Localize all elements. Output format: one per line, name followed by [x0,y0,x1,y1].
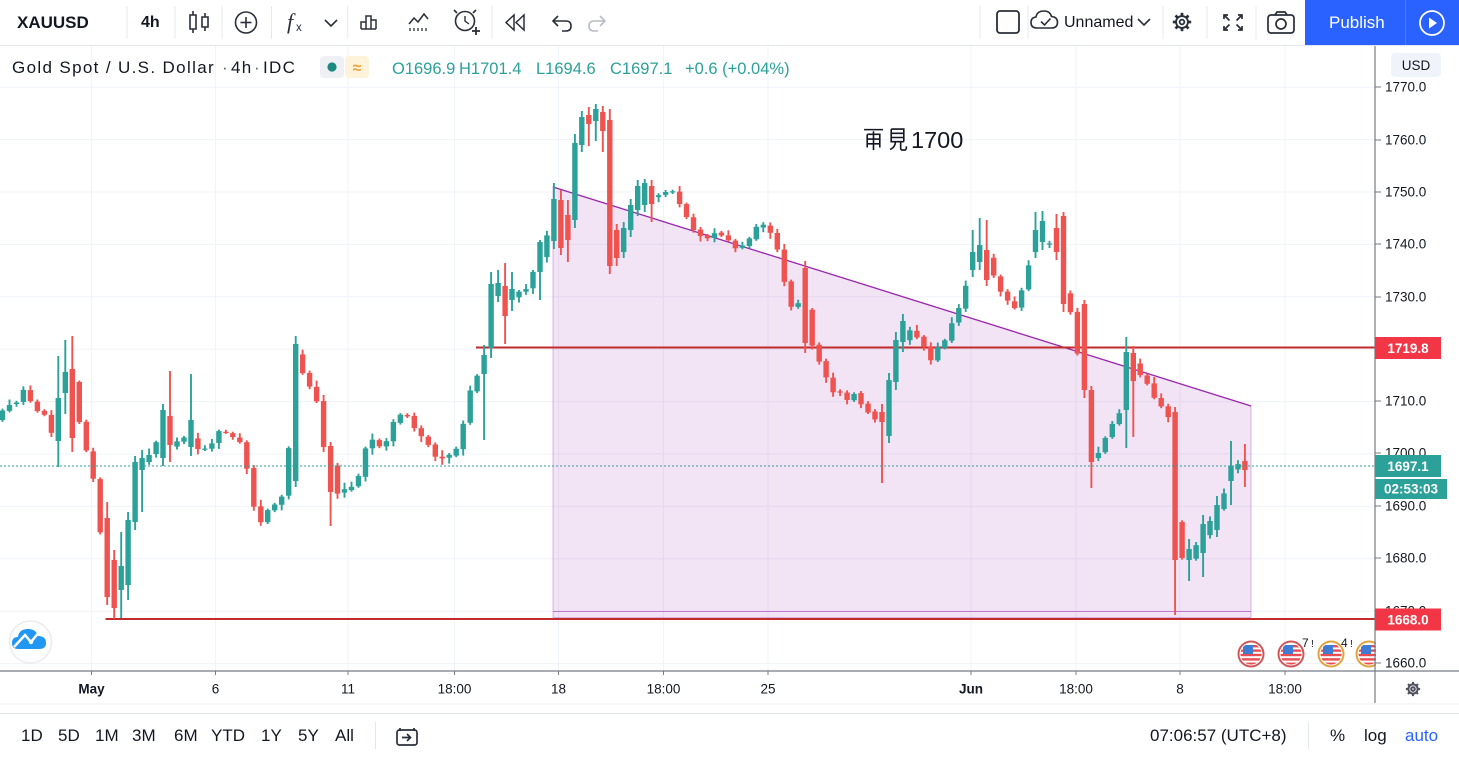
svg-text:4: 4 [1341,636,1348,650]
svg-text:18:00: 18:00 [1268,682,1302,697]
svg-text:!: ! [1350,639,1353,650]
svg-text:H1701.4: H1701.4 [459,60,521,78]
svg-text:1668.0: 1668.0 [1387,613,1428,628]
svg-text:Jun: Jun [959,682,983,697]
svg-text:11: 11 [341,682,355,697]
svg-text:7: 7 [1302,636,1309,650]
svg-text:C1697.1: C1697.1 [610,60,672,78]
svg-text:Gold Spot / U.S. Dollar: Gold Spot / U.S. Dollar [12,58,215,77]
svg-text:O1696.9: O1696.9 [392,60,455,78]
svg-text:8: 8 [1176,682,1184,697]
svg-text:1700: 1700 [911,127,963,153]
svg-text:f: f [287,9,296,34]
svg-text:1770.0: 1770.0 [1385,80,1426,95]
svg-text:1730.0: 1730.0 [1385,290,1426,305]
svg-text:1690.0: 1690.0 [1385,499,1426,514]
svg-text:!: ! [1311,639,1314,650]
svg-text:USD: USD [1402,58,1431,73]
svg-text:1740.0: 1740.0 [1385,237,1426,252]
svg-text:18:00: 18:00 [1059,682,1093,697]
svg-text:1660.0: 1660.0 [1385,656,1426,671]
svg-text:1760.0: 1760.0 [1385,133,1426,148]
svg-text:IDC: IDC [263,58,296,77]
svg-text:4h: 4h [231,58,253,77]
svg-text:L1694.6: L1694.6 [536,60,596,78]
svg-text:x: x [296,22,302,34]
svg-text:18:00: 18:00 [647,682,681,697]
svg-text:1750.0: 1750.0 [1385,185,1426,200]
svg-text:6: 6 [212,682,220,697]
svg-text:·: · [254,58,260,77]
svg-text:1719.8: 1719.8 [1387,341,1429,356]
svg-text:1697.1: 1697.1 [1387,459,1429,474]
svg-text:25: 25 [760,682,775,697]
svg-text:18:00: 18:00 [438,682,472,697]
svg-text:18: 18 [551,682,566,697]
svg-text:≈: ≈ [353,60,362,77]
svg-text:02:53:03: 02:53:03 [1384,482,1439,497]
svg-text:1680.0: 1680.0 [1385,551,1426,566]
svg-text:May: May [78,682,105,697]
svg-text:+0.6 (+0.04%): +0.6 (+0.04%) [685,60,790,78]
svg-text:1710.0: 1710.0 [1385,394,1426,409]
svg-text:·: · [222,58,228,77]
